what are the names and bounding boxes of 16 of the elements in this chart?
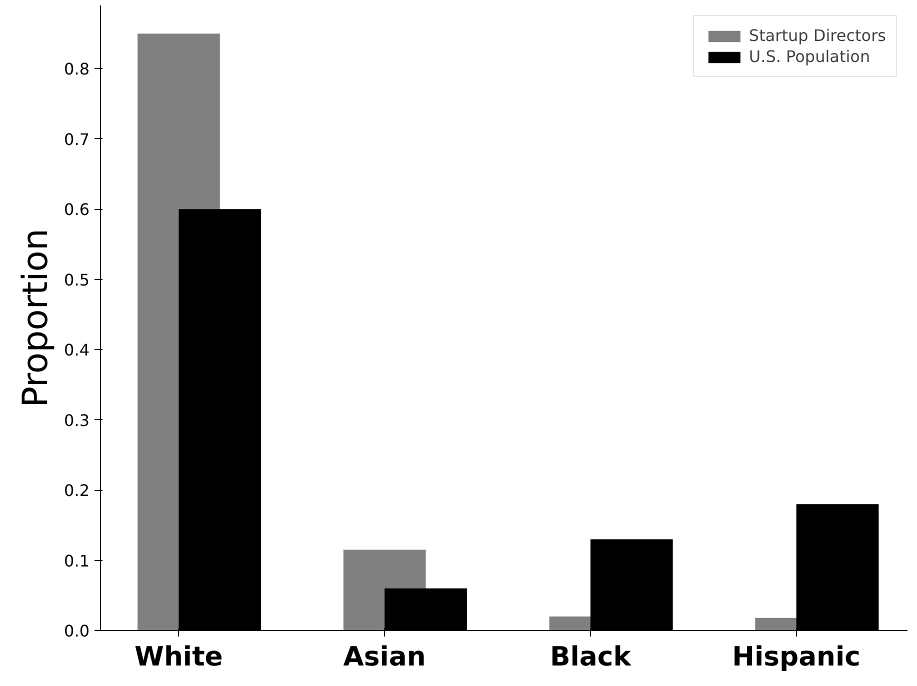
y-tick-label: 0.4	[64, 340, 90, 360]
x-tick-label: Black	[550, 642, 632, 672]
y-tick-label: 0.2	[64, 481, 90, 500]
y-tick-label: 0.1	[64, 551, 90, 570]
y-tick-label: 0.7	[64, 130, 90, 149]
legend-label: Startup Directors	[748, 26, 886, 45]
y-tick-label: 0.8	[64, 60, 90, 79]
y-tick-label: 0.5	[64, 270, 90, 290]
y-tick-label: 0.6	[64, 200, 90, 220]
y-axis-title: Proportion	[16, 228, 56, 408]
y-tick-label: 0.0	[64, 622, 90, 640]
x-tick-label: Hispanic	[732, 642, 860, 672]
x-tick-label: White	[134, 642, 223, 672]
y-tick-label: 0.3	[64, 410, 90, 430]
x-tick-label: Asian	[343, 642, 426, 672]
legend-label: U.S. Population	[748, 47, 870, 66]
